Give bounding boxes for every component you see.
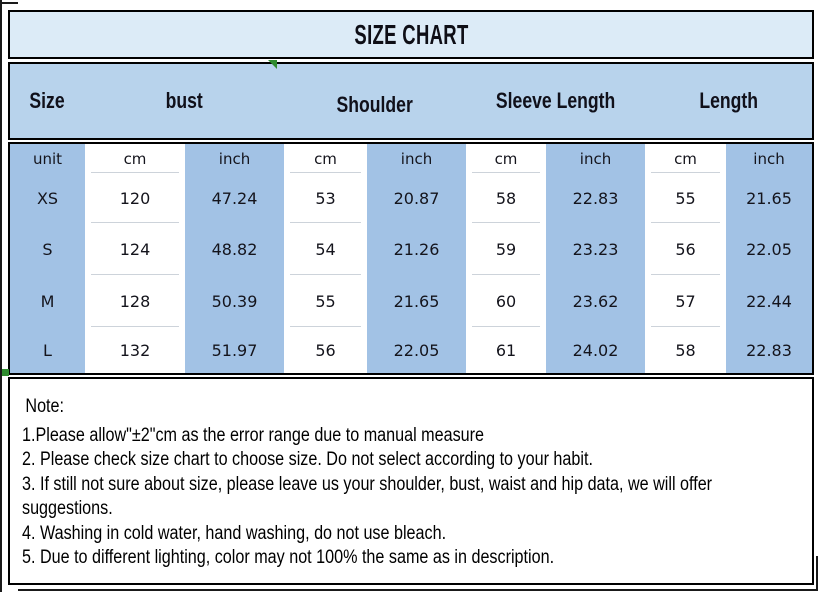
- value-cell: 124: [85, 223, 185, 275]
- value-cell: 47.24: [185, 173, 284, 223]
- size-cell: XS: [10, 173, 85, 223]
- value-cell: 21.26: [367, 223, 466, 275]
- unit-cell: inch: [546, 144, 645, 173]
- note-line: 5. Due to different lighting, color may …: [22, 547, 555, 568]
- note-line: suggestions.: [22, 498, 113, 519]
- size-cell: L: [10, 327, 85, 373]
- header-bust: bust: [165, 88, 204, 113]
- header-length: Length: [699, 88, 758, 113]
- unit-cell: cm: [85, 144, 185, 173]
- value-cell: 21.65: [726, 173, 812, 223]
- unit-cell: inch: [726, 144, 812, 173]
- value-cell: 22.83: [726, 327, 812, 373]
- header-size: Size: [29, 88, 66, 113]
- value-cell: 23.23: [546, 223, 645, 275]
- green-marker-icon: [268, 60, 277, 69]
- measurement-header-row: Size bust Shoulder Sleeve Length Length: [8, 62, 814, 140]
- value-cell: 61: [466, 327, 546, 373]
- edge-artifact-line: [0, 2, 18, 4]
- note-line: 2. Please check size chart to choose siz…: [22, 449, 593, 470]
- value-cell: 20.87: [367, 173, 466, 223]
- unit-label-cell: unit: [10, 144, 85, 173]
- size-cell: M: [10, 275, 85, 327]
- page-title: SIZE CHART: [353, 18, 469, 50]
- value-cell: 57: [645, 275, 726, 327]
- value-cell: 53: [284, 173, 367, 223]
- value-cell: 50.39: [185, 275, 284, 327]
- value-cell: 48.82: [185, 223, 284, 275]
- value-cell: 22.05: [367, 327, 466, 373]
- value-cell: 59: [466, 223, 546, 275]
- value-cell: 22.83: [546, 173, 645, 223]
- value-cell: 60: [466, 275, 546, 327]
- note-line: 1.Please allow"±2"cm as the error range …: [22, 424, 485, 446]
- value-cell: 58: [466, 173, 546, 223]
- notes-box: Note: 1.Please allow"±2"cm as the error …: [8, 377, 814, 585]
- header-shoulder: Shoulder: [336, 92, 414, 117]
- value-cell: 23.62: [546, 275, 645, 327]
- unit-cell: inch: [185, 144, 284, 173]
- size-table: unit cm inch cm inch cm inch cm inch XS …: [8, 142, 814, 375]
- value-cell: 58: [645, 327, 726, 373]
- value-cell: 120: [85, 173, 185, 223]
- value-cell: 21.65: [367, 275, 466, 327]
- value-cell: 132: [85, 327, 185, 373]
- title-bar: SIZE CHART: [8, 10, 814, 59]
- note-line: 3. If still not sure about size, please …: [22, 473, 713, 495]
- value-cell: 51.97: [185, 327, 284, 373]
- edge-artifact-line: [18, 589, 818, 591]
- value-cell: 56: [284, 327, 367, 373]
- value-cell: 24.02: [546, 327, 645, 373]
- value-cell: 22.44: [726, 275, 812, 327]
- unit-cell: inch: [367, 144, 466, 173]
- note-heading: Note:: [25, 396, 65, 417]
- edge-artifact-line: [0, 0, 2, 592]
- unit-cell: cm: [466, 144, 546, 173]
- value-cell: 54: [284, 223, 367, 275]
- edge-artifact-line: [816, 556, 818, 590]
- green-marker-icon: [2, 369, 9, 376]
- size-cell: S: [10, 223, 85, 275]
- note-line: 4. Washing in cold water, hand washing, …: [22, 522, 447, 544]
- value-cell: 55: [284, 275, 367, 327]
- unit-cell: cm: [645, 144, 726, 173]
- header-sleeve-length: Sleeve Length: [495, 88, 616, 113]
- value-cell: 56: [645, 223, 726, 275]
- value-cell: 22.05: [726, 223, 812, 275]
- value-cell: 55: [645, 173, 726, 223]
- value-cell: 128: [85, 275, 185, 327]
- unit-cell: cm: [284, 144, 367, 173]
